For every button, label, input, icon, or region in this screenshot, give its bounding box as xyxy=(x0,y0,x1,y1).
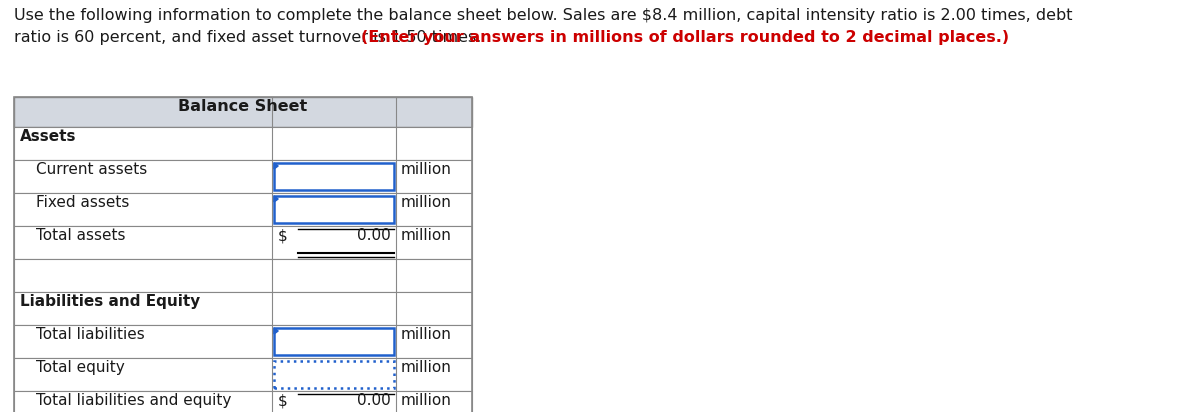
FancyBboxPatch shape xyxy=(14,391,472,412)
FancyBboxPatch shape xyxy=(14,193,472,226)
Polygon shape xyxy=(274,196,278,202)
FancyBboxPatch shape xyxy=(274,196,394,223)
Text: 0.00: 0.00 xyxy=(358,228,391,243)
FancyBboxPatch shape xyxy=(14,292,472,325)
Text: Balance Sheet: Balance Sheet xyxy=(179,98,307,113)
FancyBboxPatch shape xyxy=(14,160,472,193)
FancyBboxPatch shape xyxy=(14,259,472,292)
FancyBboxPatch shape xyxy=(14,325,472,358)
Text: Total equity: Total equity xyxy=(36,360,125,375)
FancyBboxPatch shape xyxy=(274,163,394,190)
Text: Total assets: Total assets xyxy=(36,228,126,243)
Polygon shape xyxy=(274,328,278,334)
Text: 0.00: 0.00 xyxy=(358,393,391,408)
Text: Current assets: Current assets xyxy=(36,162,148,177)
FancyBboxPatch shape xyxy=(14,358,472,391)
FancyBboxPatch shape xyxy=(274,328,394,355)
Polygon shape xyxy=(274,163,278,169)
Text: ratio is 60 percent, and fixed asset turnover is 1.50 times.: ratio is 60 percent, and fixed asset tur… xyxy=(14,30,486,45)
Text: (Enter your answers in millions of dollars rounded to 2 decimal places.): (Enter your answers in millions of dolla… xyxy=(361,30,1009,45)
Text: million: million xyxy=(401,228,452,243)
Text: Assets: Assets xyxy=(20,129,77,144)
FancyBboxPatch shape xyxy=(14,226,472,259)
Text: million: million xyxy=(401,360,452,375)
Text: Use the following information to complete the balance sheet below. Sales are $8.: Use the following information to complet… xyxy=(14,8,1073,23)
Text: Total liabilities and equity: Total liabilities and equity xyxy=(36,393,232,408)
Text: $: $ xyxy=(278,393,288,408)
Text: million: million xyxy=(401,162,452,177)
Text: Liabilities and Equity: Liabilities and Equity xyxy=(20,294,200,309)
Text: million: million xyxy=(401,195,452,210)
Text: million: million xyxy=(401,327,452,342)
Text: million: million xyxy=(401,393,452,408)
FancyBboxPatch shape xyxy=(14,97,472,127)
FancyBboxPatch shape xyxy=(274,361,394,388)
FancyBboxPatch shape xyxy=(14,127,472,160)
Text: Fixed assets: Fixed assets xyxy=(36,195,130,210)
Text: Total liabilities: Total liabilities xyxy=(36,327,145,342)
Text: $: $ xyxy=(278,228,288,243)
